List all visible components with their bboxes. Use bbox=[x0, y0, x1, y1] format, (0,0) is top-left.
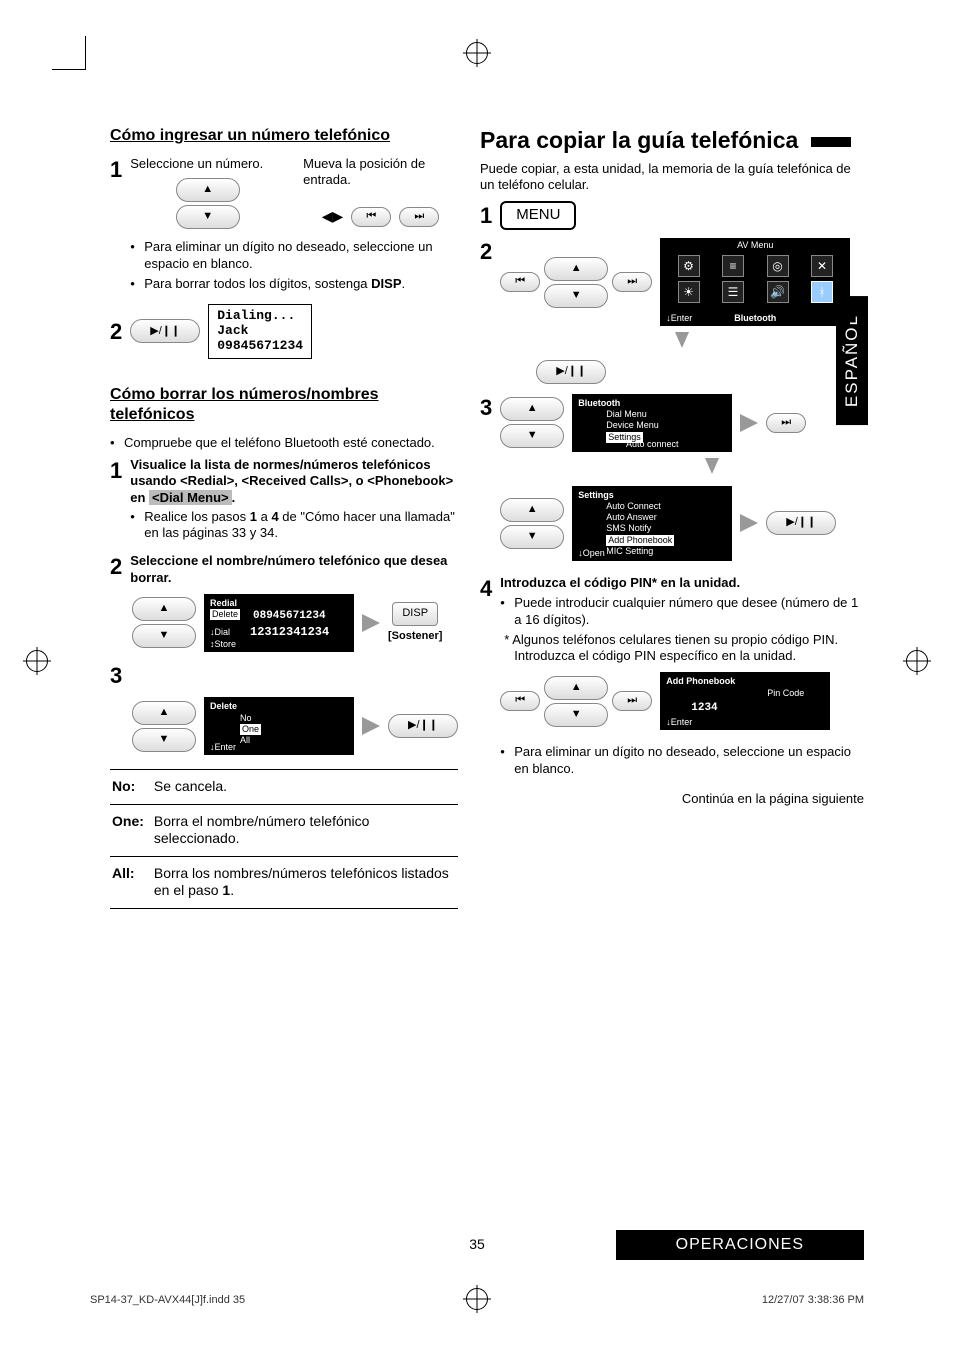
down-button[interactable]: ▼ bbox=[544, 703, 608, 727]
step-1: 1 MENU bbox=[480, 201, 864, 230]
up-button[interactable]: ▲ bbox=[132, 701, 196, 725]
step-number: 3 bbox=[110, 662, 122, 690]
footnote: * Algunos teléfonos celulares tienen su … bbox=[500, 632, 864, 665]
bullet-item: Realice los pasos 1 a 4 de "Cómo hacer u… bbox=[130, 509, 458, 542]
step-number: 2 bbox=[110, 318, 122, 346]
numbered-step: 1 Visualice la lista de normes/números t… bbox=[110, 457, 458, 545]
av-menu-screen: AV Menu ⚙ ≡ ◎ ✕ ☀ ☰ 🔊 ᚼ bbox=[660, 238, 850, 326]
numbered-step: 2 Seleccione el nombre/número telefónico… bbox=[110, 553, 458, 586]
next-button[interactable]: ⏭ bbox=[399, 207, 439, 227]
step-number: 1 bbox=[480, 202, 492, 230]
play-pause-button[interactable]: ▶/❙❙ bbox=[388, 714, 458, 738]
page: ESPAÑOL Cómo ingresar un número telefóni… bbox=[0, 0, 954, 1352]
arrow-right-icon bbox=[740, 414, 758, 432]
down-button[interactable]: ▼ bbox=[544, 284, 608, 308]
step-number: 1 bbox=[110, 457, 122, 545]
step-2: 2 ⏮ ▲ ▼ ⏭ AV Menu bbox=[480, 238, 864, 384]
next-button[interactable]: ⏭ bbox=[612, 272, 652, 292]
pin-screen: Add Phonebook Pin Code 1234 ↓Enter bbox=[660, 672, 830, 730]
instruction-text: Mueva la posición de entrada. bbox=[303, 156, 458, 189]
list-icon: ☰ bbox=[722, 281, 744, 303]
disc-icon: ◎ bbox=[767, 255, 789, 277]
up-button[interactable]: ▲ bbox=[176, 178, 240, 202]
arrow-down-icon bbox=[675, 332, 689, 348]
screen-row: ▲ ▼ Redial Delete 08945671234 1231234123… bbox=[132, 594, 458, 652]
play-pause-button[interactable]: ▶/❙❙ bbox=[130, 319, 200, 343]
down-button[interactable]: ▼ bbox=[500, 525, 564, 549]
step-1: 1 Seleccione un número. ▲ ▼ Mueva la pos… bbox=[110, 156, 458, 296]
section-heading: Cómo borrar los números/nombres telefóni… bbox=[110, 385, 458, 425]
section-heading: Cómo ingresar un número telefónico bbox=[110, 126, 458, 146]
lcd-display: Dialing... Jack 09845671234 bbox=[208, 304, 312, 359]
intro-text: Puede copiar, a esta unidad, la memoria … bbox=[480, 161, 864, 194]
continued-text: Continúa en la página siguiente bbox=[500, 791, 864, 807]
prev-button[interactable]: ⏮ bbox=[500, 272, 540, 292]
step-number: 3 bbox=[480, 394, 492, 561]
bullet-item: Para eliminar un dígito no deseado, sele… bbox=[500, 744, 864, 777]
screen-row: ▲ ▼ Delete No One All ↓Enter ▶/❙❙ bbox=[132, 697, 458, 755]
settings-screen: Settings Auto Connect Auto Answer SMS No… bbox=[572, 486, 732, 562]
hold-label: [Sostener] bbox=[388, 630, 442, 644]
disp-button[interactable]: DISP bbox=[392, 602, 438, 626]
registration-mark bbox=[26, 650, 48, 672]
section-footer: OPERACIONES bbox=[616, 1230, 864, 1260]
next-button[interactable]: ⏭ bbox=[766, 413, 806, 433]
step-text: Visualice la lista de normes/números tel… bbox=[130, 457, 458, 506]
prev-button[interactable]: ⏮ bbox=[500, 691, 540, 711]
bullet-item: Puede introducir cualquier número que de… bbox=[500, 595, 864, 628]
step-text: Seleccione el nombre/número telefónico q… bbox=[130, 553, 458, 586]
up-button[interactable]: ▲ bbox=[500, 498, 564, 522]
play-pause-button[interactable]: ▶/❙❙ bbox=[536, 360, 606, 384]
menu-button[interactable]: MENU bbox=[500, 201, 576, 230]
right-column: Para copiar la guía telefónica Puede cop… bbox=[480, 126, 864, 1232]
ui-screen: Delete No One All ↓Enter bbox=[204, 697, 354, 755]
step-2: 2 ▶/❙❙ Dialing... Jack 09845671234 bbox=[110, 304, 458, 359]
arrow-right-icon bbox=[740, 514, 758, 532]
bluetooth-screen: Bluetooth Dial Menu Device Menu Settings… bbox=[572, 394, 732, 452]
gear-icon: ⚙ bbox=[678, 255, 700, 277]
next-button[interactable]: ⏭ bbox=[612, 691, 652, 711]
arrow-down-icon bbox=[705, 458, 719, 474]
instruction-text: Seleccione un número. bbox=[130, 156, 285, 172]
sun-icon: ☀ bbox=[678, 281, 700, 303]
arrow-right-icon bbox=[362, 614, 380, 632]
arrow-right-icon bbox=[362, 717, 380, 735]
page-number: 35 bbox=[469, 1236, 485, 1252]
down-button[interactable]: ▼ bbox=[176, 205, 240, 229]
tools-icon: ✕ bbox=[811, 255, 833, 277]
step-heading: Introduzca el código PIN* en la unidad. bbox=[500, 575, 864, 591]
bullet-item: Compruebe que el teléfono Bluetooth esté… bbox=[110, 435, 458, 451]
down-button[interactable]: ▼ bbox=[500, 424, 564, 448]
speaker-icon: 🔊 bbox=[767, 281, 789, 303]
ui-screen: Redial Delete 08945671234 12312341234 ↓D… bbox=[204, 594, 354, 652]
step-4: 4 Introduzca el código PIN* en la unidad… bbox=[480, 575, 864, 807]
down-button[interactable]: ▼ bbox=[132, 728, 196, 752]
step-number: 2 bbox=[110, 553, 122, 586]
registration-mark bbox=[906, 650, 928, 672]
step-number: 4 bbox=[480, 575, 492, 807]
up-button[interactable]: ▲ bbox=[544, 257, 608, 281]
bluetooth-icon: ᚼ bbox=[811, 281, 833, 303]
step-number: 1 bbox=[110, 156, 122, 296]
eq-icon: ≡ bbox=[722, 255, 744, 277]
registration-mark bbox=[466, 42, 488, 64]
file-info: SP14-37_KD-AVX44[J]f.indd 35 12/27/07 3:… bbox=[90, 1294, 864, 1306]
down-button[interactable]: ▼ bbox=[132, 624, 196, 648]
numbered-step: 3 bbox=[110, 662, 458, 690]
definitions-table: No:Se cancela. One:Borra el nombre/númer… bbox=[110, 774, 458, 913]
bullet-item: Para borrar todos los dígitos, sostenga … bbox=[130, 276, 458, 292]
step-3: 3 ▲ ▼ Bluetooth Dial Menu Device Menu bbox=[480, 394, 864, 561]
crop-mark bbox=[52, 36, 86, 70]
up-button[interactable]: ▲ bbox=[500, 397, 564, 421]
left-column: Cómo ingresar un número telefónico 1 Sel… bbox=[110, 126, 458, 1232]
up-button[interactable]: ▲ bbox=[132, 597, 196, 621]
bullet-item: Para eliminar un dígito no deseado, sele… bbox=[130, 239, 458, 272]
prev-button[interactable]: ⏮ bbox=[351, 207, 391, 227]
play-pause-button[interactable]: ▶/❙❙ bbox=[766, 511, 836, 535]
up-button[interactable]: ▲ bbox=[544, 676, 608, 700]
step-number: 2 bbox=[480, 238, 492, 384]
content-columns: Cómo ingresar un número telefónico 1 Sel… bbox=[110, 126, 864, 1232]
main-heading: Para copiar la guía telefónica bbox=[480, 126, 864, 155]
